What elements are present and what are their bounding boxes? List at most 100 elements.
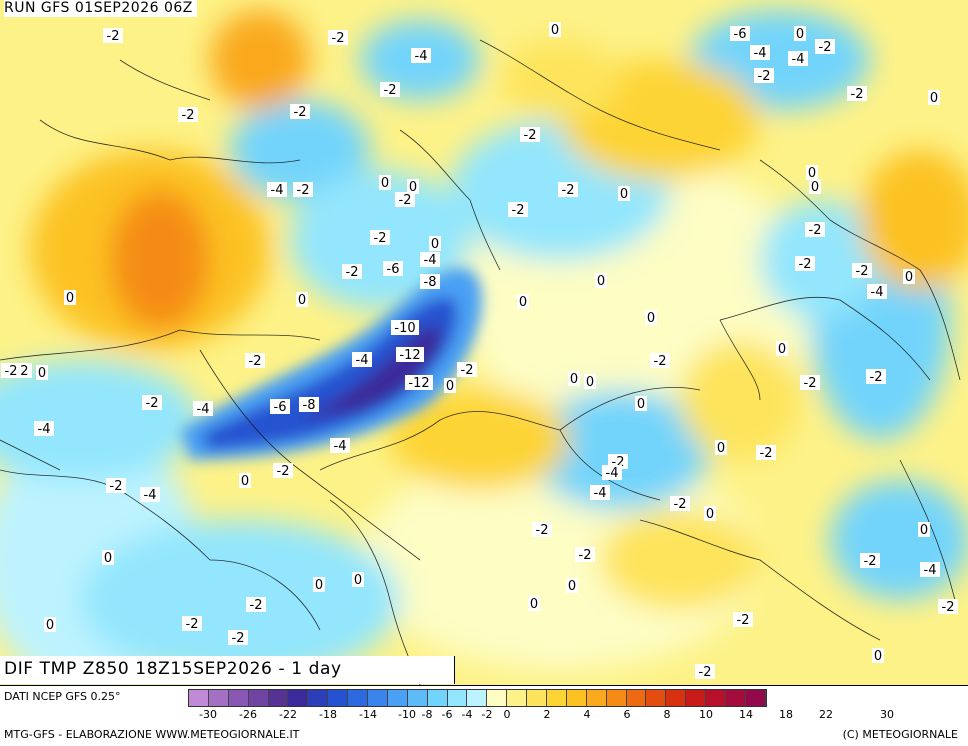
contour-label-bg [575,547,595,562]
legend-swatch [507,690,528,706]
legend-swatch [328,690,349,706]
contour-label: -4 [424,253,437,268]
contour-label: -2 [146,396,159,411]
contour-label: -2 [851,87,864,102]
contour-label-bg [730,26,750,41]
contour-label-bg [245,353,265,368]
contour-label-bg [370,230,390,245]
contour-label-bg [379,175,391,190]
contour-label: -2 [870,370,883,385]
contour-label: -2 [249,354,262,369]
contour-label: -2 [942,600,955,615]
contour-label-bg [405,375,433,390]
contour-label: -2 [758,69,771,84]
contour-label-bg [352,352,372,367]
contour-label: 0 [905,270,913,285]
contour-label: 0 [530,597,538,612]
contour-label: -4 [144,488,157,503]
contour-label-bg [520,127,540,142]
contour-label-bg [508,202,528,217]
legend-swatch [368,690,388,706]
contour-label: -4 [271,183,284,198]
legend-swatch [288,690,309,706]
contour-label-bg [64,290,76,305]
contour-label: -2 [864,554,877,569]
contour-label: 0 [409,180,417,195]
contour-label: -6 [734,27,747,42]
contour-label-bg [407,179,419,194]
legend-swatch [726,690,746,706]
contour-label: -2 [562,183,575,198]
color-scale-ticks: -30 -26 -22 -18 -14 -10 -8 -6 -4 -2 0 2 4 6 8 10 14 18 22 3… [188,708,968,722]
contour-label: -2 [374,231,387,246]
contour-label: 0 [637,397,645,412]
legend-tick-label: 22 [819,708,833,721]
contour-label-bg [650,353,670,368]
legend-tick-label: 8 [663,708,671,721]
contour-label: 0 [298,293,306,308]
contour-label-bg [528,596,540,611]
contour-label: -2 [232,631,245,646]
contour-label: -6 [387,262,400,277]
legend-tick-label: -8 [421,708,433,721]
legend-tick-label: -22 [279,708,297,721]
contour-label-bg [391,320,419,335]
contour-label: -8 [303,398,316,413]
contour-label: -2 [297,183,310,198]
legend-tick-label: -4 [461,708,473,721]
contour-label: 0 [717,441,725,456]
contour-label-bg [903,269,915,284]
color-scale-bar [188,689,767,707]
contour-label: -2 [674,497,687,512]
contour-label-bg [103,28,123,43]
contour-label: -2 [294,105,307,120]
map-title-box: DIF TMP Z850 18Z15SEP2026 - 1 day [0,656,455,684]
contour-label-bg [928,90,940,105]
contour-label-bg [566,578,578,593]
contour-label-bg [815,39,835,54]
contour-label-bg [920,562,940,577]
contour-label-bg [602,465,622,480]
contour-label-bg [178,107,198,122]
legend-swatch [666,690,687,706]
legend-tick-label: 30 [880,708,894,721]
legend-swatch [348,690,369,706]
contour-label: -2 [250,598,263,613]
contour-label-bg [1,363,21,378]
contour-label: -4 [197,402,210,417]
contour-label: -4 [415,49,428,64]
contour-label-bg [193,401,213,416]
contour-label-bg [44,617,56,632]
contour-label: -2 [579,548,592,563]
contour-label-bg [296,292,308,307]
contour-label-bg [549,22,561,37]
contour-label-bg [411,48,431,63]
contour-label-bg [270,399,290,414]
contour-label-bg [457,362,477,377]
legend-swatch [208,690,229,706]
contour-label: 0 [104,551,112,566]
contour-label-bg [106,478,126,493]
contour-label-bg [806,165,818,180]
contour-label-bg [867,284,887,299]
legend-tick-label: -18 [319,708,337,721]
contour-label: 0 [38,366,46,381]
contour-label: 0 [597,274,605,289]
contour-label: 0 [519,295,527,310]
contour-label-bg [794,26,806,41]
legend-swatch [646,690,667,706]
contour-label-bg [754,68,774,83]
contour-label: -4 [606,466,619,481]
contour-label: -2 [399,193,412,208]
contour-label: 0 [354,573,362,588]
legend-tick-label: -10 [398,708,416,721]
contour-label: -2 [804,376,817,391]
contour-label-bg [34,421,54,436]
legend-tick-label: -14 [359,708,377,721]
legend-tick-label: 10 [699,708,713,721]
legend-swatch [427,690,448,706]
contour-label: -8 [424,275,437,290]
contour-label: 0 [66,291,74,306]
contour-label: -4 [754,46,767,61]
contour-label: -4 [594,486,607,501]
